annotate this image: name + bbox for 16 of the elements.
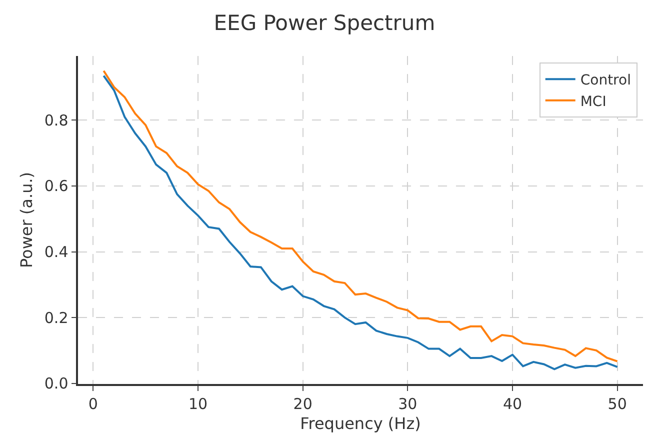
chart-title: EEG Power Spectrum bbox=[214, 10, 436, 35]
legend-label: Control bbox=[580, 72, 631, 89]
x-tick-label: 20 bbox=[293, 394, 312, 413]
y-tick-label: 0.8 bbox=[44, 111, 68, 130]
x-tick-label: 50 bbox=[608, 394, 627, 413]
y-tick-label: 0.0 bbox=[44, 374, 68, 393]
legend-label: MCI bbox=[580, 94, 606, 110]
x-tick-label: 0 bbox=[88, 394, 98, 413]
y-axis-title: Power (a.u.) bbox=[16, 172, 36, 268]
y-tick-label: 0.2 bbox=[44, 308, 68, 327]
y-tick-label: 0.6 bbox=[44, 177, 68, 196]
y-tick-label: 0.4 bbox=[44, 243, 68, 261]
x-tick-label: 40 bbox=[502, 394, 522, 413]
x-tick-label: 10 bbox=[188, 394, 208, 413]
x-axis-title: Frequency (Hz) bbox=[300, 414, 421, 433]
x-tick-label: 30 bbox=[398, 394, 418, 413]
